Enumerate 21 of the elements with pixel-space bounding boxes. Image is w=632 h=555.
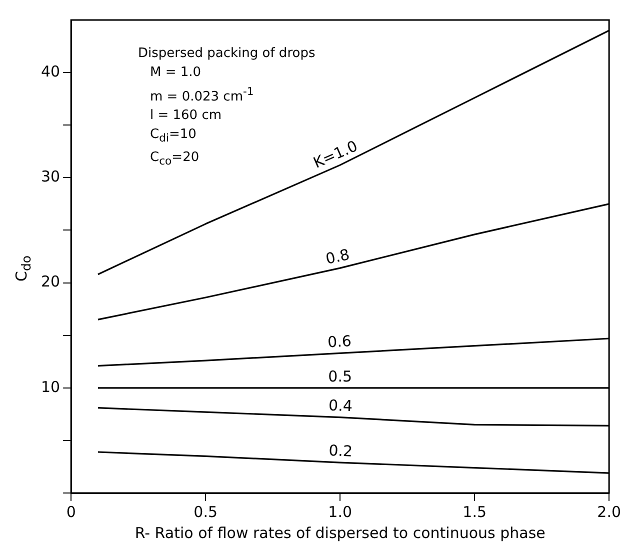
y-tick-label: 40	[40, 62, 60, 80]
x-tick-label: 1.0	[328, 502, 352, 521]
x-tick-label: 0.5	[194, 502, 218, 521]
series-label: 0.4	[328, 396, 353, 416]
annotation: C$_{co}$=20	[150, 150, 200, 168]
annotation: m = 0.023 cm$^{-1}$	[149, 84, 255, 106]
annotation: C$_{di}$=10	[150, 127, 196, 145]
text: 0.8	[324, 245, 352, 268]
annotation: M = 1.0	[149, 64, 202, 82]
y-tick-label: 30	[40, 168, 60, 186]
annotation: Dispersed packing of drops	[138, 45, 316, 63]
x-axis-title: R- Ratio of flow rates of dispersed to continuous phase	[134, 524, 546, 542]
x-tick-label: 1.5	[462, 502, 487, 521]
series-label: 0.2	[328, 441, 353, 460]
series-label: 0.5	[328, 367, 352, 386]
y-tick-label: 20	[40, 272, 60, 291]
series-label: 0.6	[327, 332, 352, 352]
annotation: l = 160 cm	[149, 107, 223, 126]
x-tick-label: 2.0	[597, 502, 621, 521]
x-tick-label: 0	[66, 502, 76, 521]
y-tick-label: 10	[40, 378, 60, 396]
